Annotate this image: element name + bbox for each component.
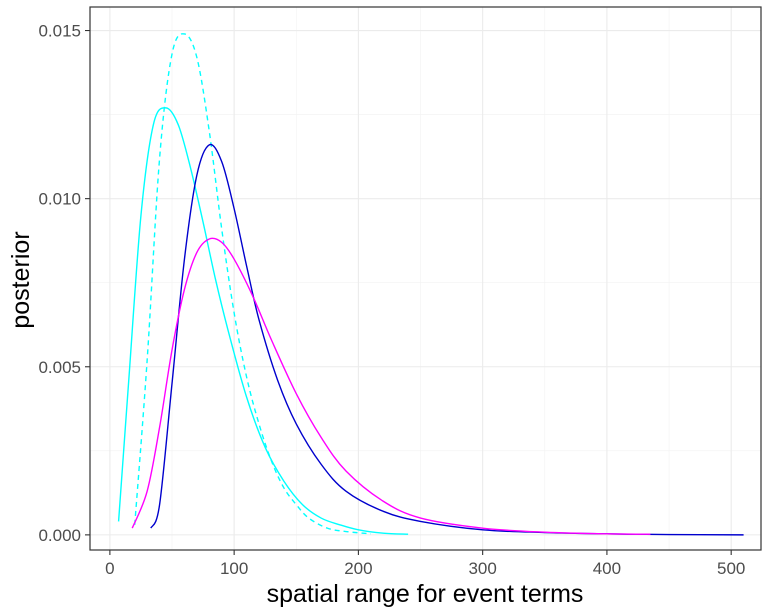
y-tick-label: 0.005 xyxy=(38,358,81,377)
series-line-2 xyxy=(134,33,371,535)
gridlines xyxy=(90,7,761,550)
panel-border xyxy=(89,6,762,551)
series-line-4 xyxy=(131,237,651,535)
y-tick-label: 0.000 xyxy=(38,526,81,545)
y-tick-label: 0.010 xyxy=(38,190,81,209)
x-tick-label: 0 xyxy=(105,559,114,578)
x-tick-label: 500 xyxy=(717,559,745,578)
x-tick-label: 200 xyxy=(344,559,372,578)
series-line-3 xyxy=(150,143,744,536)
x-axis-title: spatial range for event terms xyxy=(267,580,584,608)
y-axis-title: posterior xyxy=(7,231,35,328)
y-tick-label: 0.015 xyxy=(38,22,81,41)
x-tick-label: 100 xyxy=(220,559,248,578)
series-line-1 xyxy=(117,107,409,535)
y-axis: 0.000 0.005 0.010 0.015 xyxy=(38,22,90,545)
x-axis: 0 100 200 300 400 500 xyxy=(105,550,745,578)
x-tick-label: 400 xyxy=(593,559,621,578)
series-layer xyxy=(117,33,744,536)
x-tick-label: 300 xyxy=(468,559,496,578)
panel-background xyxy=(90,7,761,550)
